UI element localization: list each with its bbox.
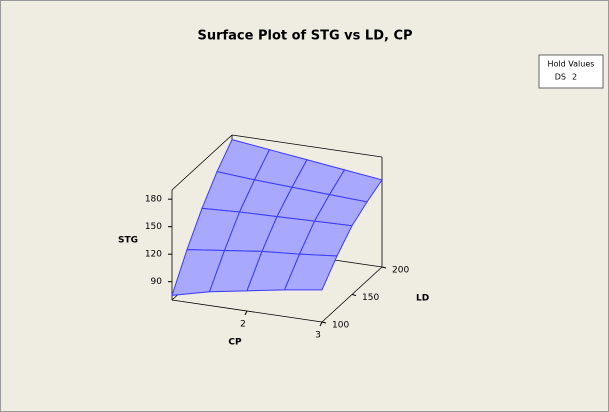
hold-box — [538, 54, 604, 89]
z-tick-label: 150 — [145, 222, 162, 232]
hold-value: 2 — [572, 73, 577, 82]
surface-patch — [283, 253, 338, 291]
y-tick — [381, 266, 387, 269]
hold-title: Hold Values — [548, 60, 595, 69]
z-tick-label: 120 — [145, 250, 162, 260]
y-tick — [321, 321, 327, 324]
y-tick-label: 100 — [332, 321, 349, 331]
chart-title: Surface Plot of STG vs LD, CP — [197, 29, 412, 44]
x-axis-label: CP — [228, 338, 242, 348]
box-edge — [231, 134, 383, 158]
x-tick-label: 2 — [240, 320, 246, 330]
y-tick-label: 150 — [362, 293, 379, 303]
x-tick — [319, 321, 323, 327]
x-tick — [244, 310, 248, 316]
y-tick-label: 200 — [392, 266, 409, 276]
y-tick — [351, 294, 357, 296]
z-tick-label: 180 — [145, 195, 162, 205]
box-edge — [171, 134, 233, 191]
z-tick-label: 90 — [151, 277, 163, 287]
z-axis-label: STG — [118, 236, 138, 246]
x-tick-label: 3 — [315, 331, 321, 341]
y-axis-label: LD — [416, 294, 429, 304]
hold-name: DS — [555, 73, 566, 82]
